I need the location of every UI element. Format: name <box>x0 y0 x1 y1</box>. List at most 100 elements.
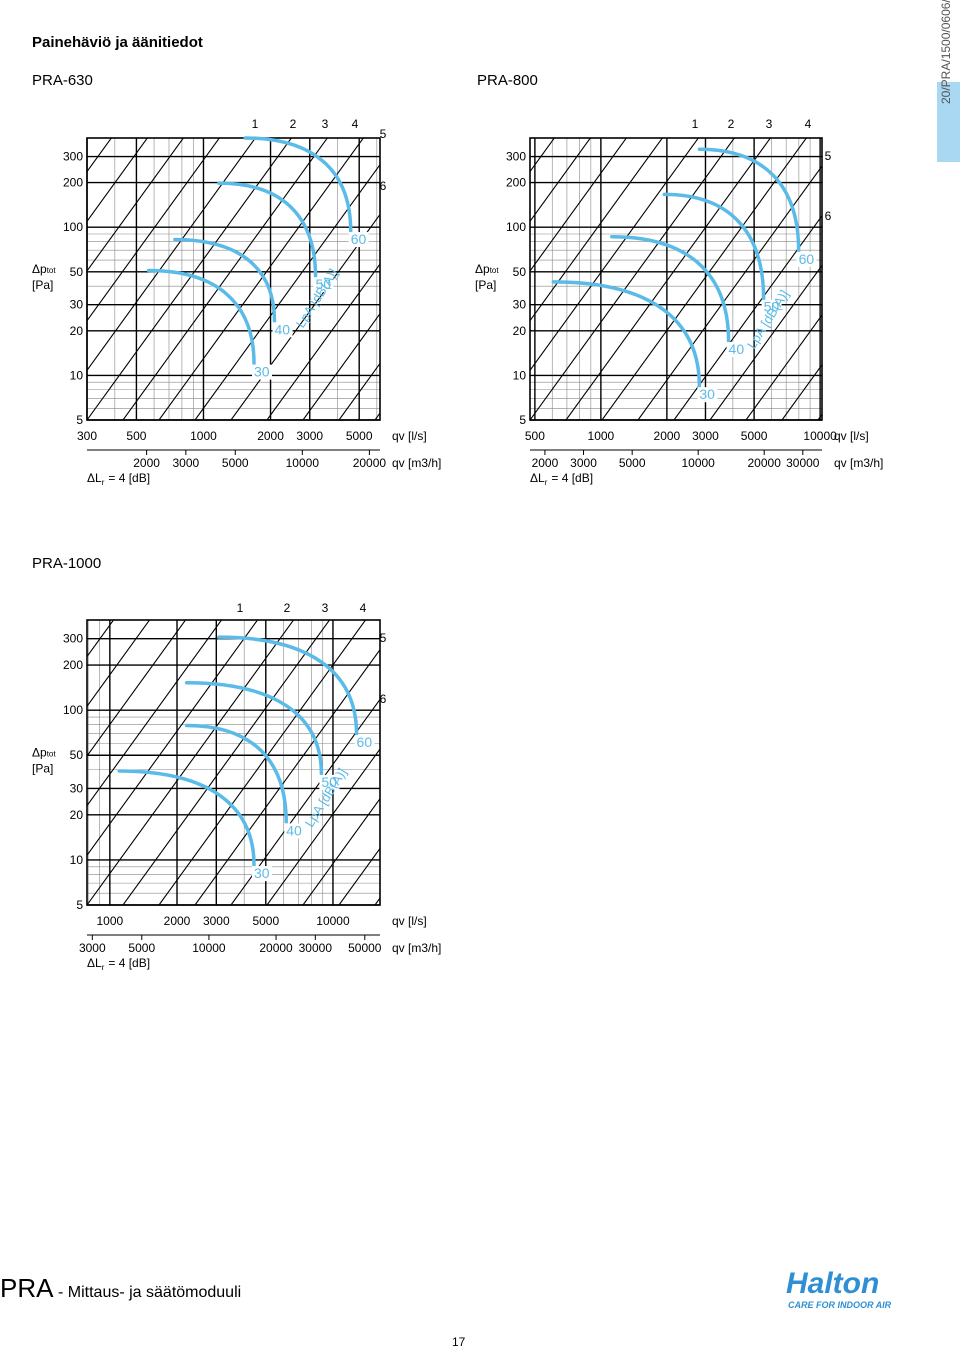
damper-line <box>230 213 380 420</box>
sound-level-label: 60 <box>799 251 815 267</box>
damper-line <box>530 138 592 223</box>
footer-product: PRA <box>0 1273 54 1303</box>
x-tick-label: 5000 <box>741 429 768 443</box>
damper-position: 1 <box>237 601 244 615</box>
x-tick-label: 10000 <box>803 429 837 443</box>
sound-curve <box>551 280 702 388</box>
damper-line <box>374 897 380 905</box>
x-tick-label: 2000 <box>164 914 191 928</box>
x2-tick-label: 3000 <box>79 941 106 955</box>
damper-line <box>745 314 822 420</box>
y-label-sub: tot <box>47 750 57 759</box>
sound-level-label: 60 <box>357 734 373 750</box>
x2-tick-label: 50000 <box>348 941 382 955</box>
damper-position: 5 <box>825 149 832 163</box>
label-bg <box>354 735 375 750</box>
sound-curve <box>217 181 318 278</box>
y-tick-label: 5 <box>76 898 83 912</box>
damper-line <box>242 6 542 420</box>
doc-code: 20/PRA/1500/0606/FI <box>939 0 953 104</box>
y-tick-label: 50 <box>70 748 84 762</box>
sound-level-label: 40 <box>286 822 302 838</box>
y-tick-label: 100 <box>506 220 526 234</box>
y-label-unit: [Pa] <box>32 762 53 776</box>
chart <box>0 491 381 940</box>
damper-line <box>266 263 380 420</box>
y-label-unit: [Pa] <box>475 278 496 292</box>
damper-line <box>266 748 380 905</box>
y-label: Δptot <box>32 746 56 760</box>
damper-position: 3 <box>322 117 329 131</box>
label-bg <box>761 299 782 315</box>
damper-line <box>338 362 380 420</box>
damper-line <box>0 6 63 420</box>
y-tick-label: 200 <box>63 658 83 672</box>
chart-title: PRA-800 <box>477 72 538 89</box>
chart <box>242 6 823 455</box>
y-tick-label: 20 <box>70 324 84 338</box>
sound-level-label: 50 <box>316 276 332 292</box>
y-tick-label: 100 <box>63 220 83 234</box>
damper-line <box>530 138 628 272</box>
damper-line <box>87 620 223 807</box>
damper-lines <box>242 6 822 420</box>
y-tick-label: 100 <box>63 703 83 717</box>
x2-tick-label: 20000 <box>748 456 782 470</box>
x-tick-label: 5000 <box>346 429 373 443</box>
damper-position: 1 <box>252 117 259 131</box>
y-tick-label: 30 <box>513 298 527 312</box>
label-bg <box>272 322 293 338</box>
damper-line <box>0 491 135 905</box>
y-tick-label: 5 <box>76 413 83 427</box>
x-tick-label: 3000 <box>692 429 719 443</box>
sound-curve <box>697 147 801 253</box>
damper-line <box>158 138 365 420</box>
x2-tick-label: 10000 <box>192 941 226 955</box>
damper-line <box>530 138 664 322</box>
damper-line <box>673 214 822 420</box>
x-tick-label: 3000 <box>296 429 323 443</box>
damper-line <box>87 620 259 857</box>
y-tick-label: 20 <box>513 324 527 338</box>
label-bg <box>697 387 718 403</box>
damper-line <box>637 165 822 420</box>
y-tick-label: 10 <box>513 368 527 382</box>
y-tick-label: 10 <box>70 853 84 867</box>
damper-position: 2 <box>290 117 297 131</box>
damper-position: 3 <box>322 601 329 615</box>
y-label: Δptot <box>32 262 56 276</box>
label-bg <box>252 364 273 380</box>
plot-frame <box>86 619 381 906</box>
sound-curve <box>184 680 324 776</box>
brand-slogan: CARE FOR INDOOR AIR <box>788 1300 892 1310</box>
chart-title: PRA-1000 <box>32 555 101 572</box>
x2-tick-label: 20000 <box>259 941 293 955</box>
x-tick-label: 500 <box>126 429 146 443</box>
label-bg <box>284 823 305 839</box>
damper-line <box>0 6 171 420</box>
sound-level-label: 30 <box>254 865 270 881</box>
brand-logo: Halton <box>786 1267 879 1300</box>
x-tick-label: 3000 <box>203 914 230 928</box>
label-bg <box>796 251 817 267</box>
damper-position: 6 <box>825 209 832 223</box>
damper-line <box>122 138 329 420</box>
x-tick-label: 1000 <box>96 914 123 928</box>
x-tick-label: 10000 <box>316 914 350 928</box>
x2-tick-label: 5000 <box>619 456 646 470</box>
sound-curve <box>217 635 359 736</box>
label-bg <box>252 866 273 882</box>
delta-note: ΔLr = 4 [dB] <box>87 471 150 487</box>
y-tick-label: 300 <box>63 632 83 646</box>
damper-line <box>530 138 700 372</box>
damper-position: 3 <box>766 117 773 131</box>
delta-sub: r <box>102 963 105 972</box>
y-tick-label: 30 <box>70 298 84 312</box>
x-tick-label: 500 <box>525 429 545 443</box>
delta-note: ΔLr = 4 [dB] <box>87 956 150 972</box>
damper-line <box>87 620 115 658</box>
damper-position: 4 <box>352 117 359 131</box>
sound-curve <box>243 136 353 233</box>
delta-symbol: ΔL <box>87 471 102 485</box>
sound-curve <box>146 268 256 366</box>
